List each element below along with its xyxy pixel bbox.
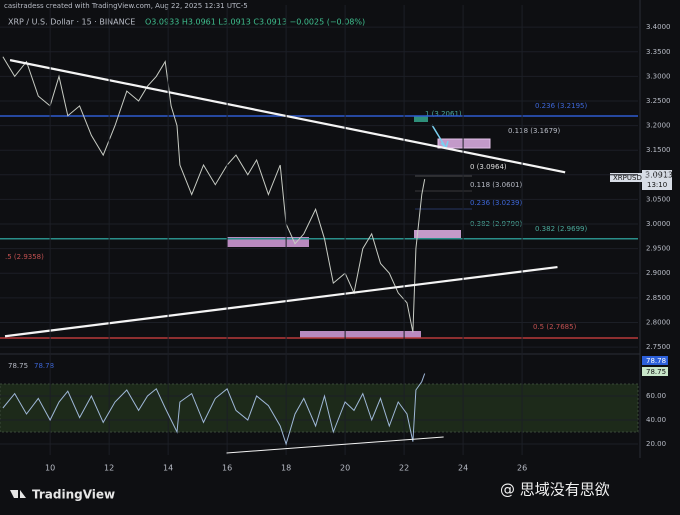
brand-logo	[10, 490, 26, 498]
x-tick-label: 24	[458, 464, 468, 473]
y-tick-label: 3.1500	[646, 146, 671, 154]
y-tick-label: 3.0000	[646, 220, 671, 228]
fib-label: 0.118 (3.1679)	[508, 127, 560, 135]
fib-label: 0.5 (2.7685)	[533, 323, 577, 331]
x-tick-label: 18	[281, 464, 291, 473]
fib-label: 0.118 (3.0601)	[470, 181, 522, 189]
tag-symbol-bg	[610, 173, 642, 182]
fib-label: .5 (2.9358)	[5, 253, 44, 261]
arrow	[431, 124, 447, 149]
fib-label: 0.236 (3.0239)	[470, 199, 522, 207]
ohlc: O3.0933 H3.0961 L3.0913 C3.0913 −0.0025 …	[145, 18, 365, 27]
x-tick-label: 26	[517, 464, 527, 473]
y-tick-label: 20.00	[646, 440, 666, 448]
series-line	[2, 56, 426, 333]
y-tick-label: 3.1000	[646, 171, 671, 179]
rsi-tag: 78.78	[646, 357, 666, 365]
zone	[300, 331, 421, 338]
rsi-tag-bg	[642, 367, 668, 376]
rsi-tag: 78.75	[646, 368, 666, 376]
fib-label: 0 (3.0964)	[470, 163, 507, 171]
trend-line	[9, 59, 566, 174]
y-tick-label: 3.3000	[646, 72, 671, 80]
rsi-band	[0, 383, 639, 433]
y-tick-label: 3.4000	[646, 23, 671, 31]
x-tick-label: 12	[104, 464, 114, 473]
tag-price-bg	[642, 170, 672, 190]
y-tick-label: 2.8500	[646, 294, 671, 302]
y-tick-label: 2.9000	[646, 269, 671, 277]
tag-price: 3.0913	[645, 171, 673, 180]
fib-label: 0.382 (2.9699)	[535, 225, 587, 233]
x-tick-label: 10	[45, 464, 55, 473]
y-tick-label: 3.2500	[646, 97, 671, 105]
trend-line	[4, 266, 558, 338]
zone	[414, 116, 428, 122]
y-tick-label: 3.0500	[646, 195, 671, 203]
y-tick-label: 2.8000	[646, 318, 671, 326]
credit: casitradess created with TradingView.com…	[4, 2, 248, 10]
x-tick-label: 22	[399, 464, 409, 473]
rsi-legend: 78.78	[34, 362, 54, 370]
watermark: @ 思域没有思欲	[500, 481, 610, 499]
fib-label: 0.236 (3.2195)	[535, 102, 587, 110]
trend-line	[226, 436, 444, 454]
rsi-legend: 78.75	[8, 362, 28, 370]
symbol: XRP / U.S. Dollar · 15 · BINANCE	[8, 18, 135, 27]
x-tick-label: 16	[222, 464, 232, 473]
y-tick-label: 3.2000	[646, 122, 671, 130]
y-tick-label: 2.9500	[646, 245, 671, 253]
zone	[437, 138, 491, 149]
tag-time: 13:10	[647, 181, 667, 189]
zone	[227, 237, 309, 247]
rsi-tag-bg	[642, 356, 668, 365]
brand: TradingView	[32, 488, 115, 502]
y-tick-label: 2.7500	[646, 343, 671, 351]
series-line	[2, 373, 426, 446]
x-tick-label: 20	[340, 464, 350, 473]
x-tick-label: 14	[163, 464, 173, 473]
zone	[414, 230, 461, 238]
y-tick-label: 60.00	[646, 392, 666, 400]
y-tick-label: 3.3500	[646, 48, 671, 56]
y-tick-label: 40.00	[646, 416, 666, 424]
fib-label: 1 (3.2061)	[425, 110, 462, 118]
tag-symbol: XRPUSD	[613, 174, 642, 182]
